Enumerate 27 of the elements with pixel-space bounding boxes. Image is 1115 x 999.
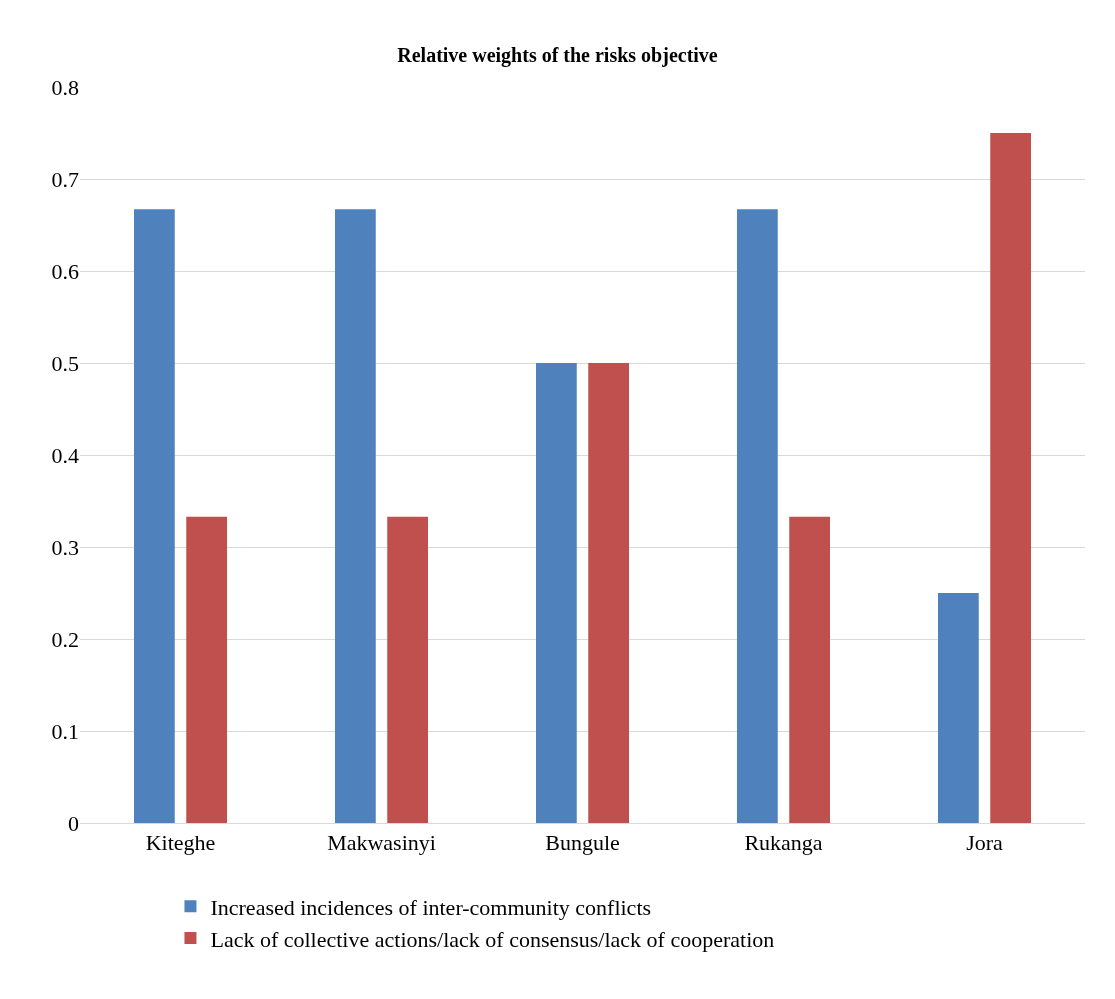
x-tick-label: Jora [966,830,1004,856]
y-tick-label: 0.6 [51,258,79,284]
legend-label: Increased incidences of inter-community conflicts [210,894,652,920]
bar [990,133,1032,823]
chart-title: Relative weights of the risks objective [397,43,718,67]
y-tick-label: 0.8 [51,74,79,100]
x-tick-label: Kiteghe [145,830,216,856]
bar [387,516,429,823]
y-tick-label: 0 [68,810,79,836]
bar [736,209,778,823]
bar [937,593,979,823]
bar [334,209,376,823]
y-tick-label: 0.4 [51,442,79,468]
bar [588,363,630,823]
y-tick-label: 0.2 [51,626,79,652]
x-tick-label: Rukanga [744,830,823,856]
legend-label: Lack of collective actions/lack of consensus/lack of cooperation [210,926,775,952]
x-tick-label: Bungule [545,830,620,856]
y-tick-label: 0.5 [51,350,79,376]
bar [535,363,577,823]
bar [133,209,175,823]
x-tick-label: Makwasinyi [327,830,436,856]
bar [789,516,831,823]
y-tick-label: 0.3 [51,534,79,560]
y-tick-label: 0.7 [51,166,79,192]
y-tick-label: 0.1 [51,718,79,744]
bar [186,516,228,823]
